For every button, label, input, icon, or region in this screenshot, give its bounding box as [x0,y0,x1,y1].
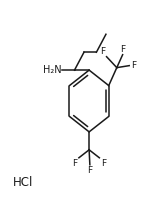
Text: F: F [72,159,77,168]
Text: F: F [120,45,125,54]
Text: F: F [100,47,105,56]
Text: HCl: HCl [13,176,34,189]
Text: F: F [101,159,106,168]
Text: H₂N: H₂N [43,65,61,75]
Text: F: F [87,166,92,175]
Text: F: F [131,61,136,70]
